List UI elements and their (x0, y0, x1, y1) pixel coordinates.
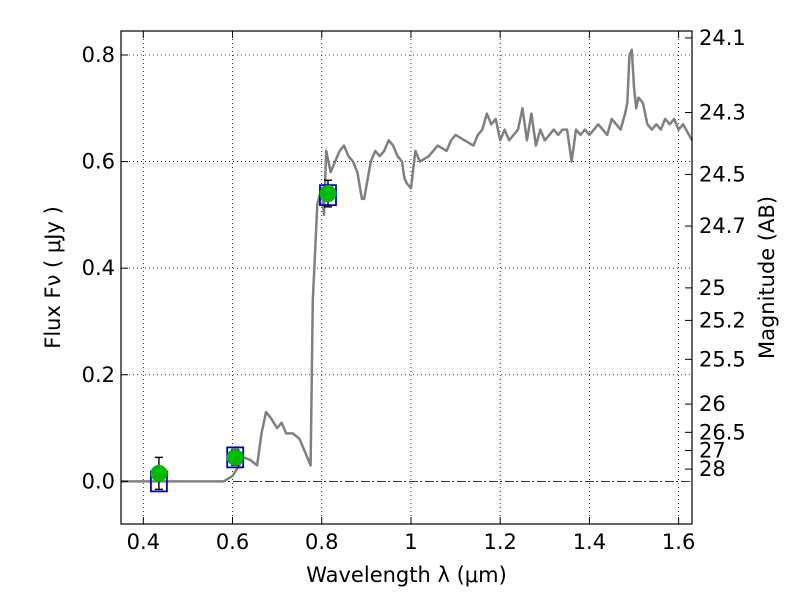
mag-tick-label: 28 (699, 457, 726, 481)
plot-frame (120, 30, 693, 525)
x-tick-label: 1 (404, 530, 417, 554)
mag-tick-label: 24.1 (699, 26, 746, 50)
x-tick-label: 0.4 (127, 530, 160, 554)
mag-tick-label: 24.7 (699, 214, 746, 238)
spectrum-series (121, 48, 694, 483)
x-axis-ticks: 0.4 0.6 0.8 1 1.2 1.4 1.6 (127, 31, 695, 554)
y-tick-label: 0.6 (82, 150, 115, 174)
x-tick-label: 1.6 (662, 530, 695, 554)
observed-point (150, 464, 168, 482)
mag-tick-label: 27 (699, 438, 726, 462)
y-axis-title: Flux Fν ( μJy ) (41, 206, 65, 349)
y-tick-label: 0.8 (82, 43, 115, 67)
spectrum-line (121, 48, 694, 483)
x-tick-label: 1.2 (483, 530, 516, 554)
x-axis-title: Wavelength λ (μm) (306, 563, 507, 587)
mag-tick-label: 26 (699, 392, 726, 416)
x-tick-label: 0.8 (305, 530, 338, 554)
x-tick-label: 0.6 (216, 530, 249, 554)
y-tick-label: 0.2 (82, 363, 115, 387)
mag-tick-label: 25.5 (699, 347, 746, 371)
mag-tick-label: 24.5 (699, 162, 746, 186)
observed-point (226, 448, 244, 466)
observed-points (150, 179, 337, 491)
y-tick-label: 0.4 (82, 256, 115, 280)
x-tick-label: 1.4 (573, 530, 606, 554)
right-axis-title: Magnitude (AB) (755, 196, 779, 359)
y-axis-ticks: 0.0 0.2 0.4 0.6 0.8 (82, 43, 128, 493)
y-tick-label: 0.0 (82, 469, 115, 493)
observed-point (319, 185, 337, 203)
mag-tick-label: 26.5 (699, 420, 746, 444)
mag-tick-label: 25 (699, 276, 726, 300)
mag-tick-label: 24.3 (699, 101, 746, 125)
mag-tick-label: 25.2 (699, 308, 746, 332)
